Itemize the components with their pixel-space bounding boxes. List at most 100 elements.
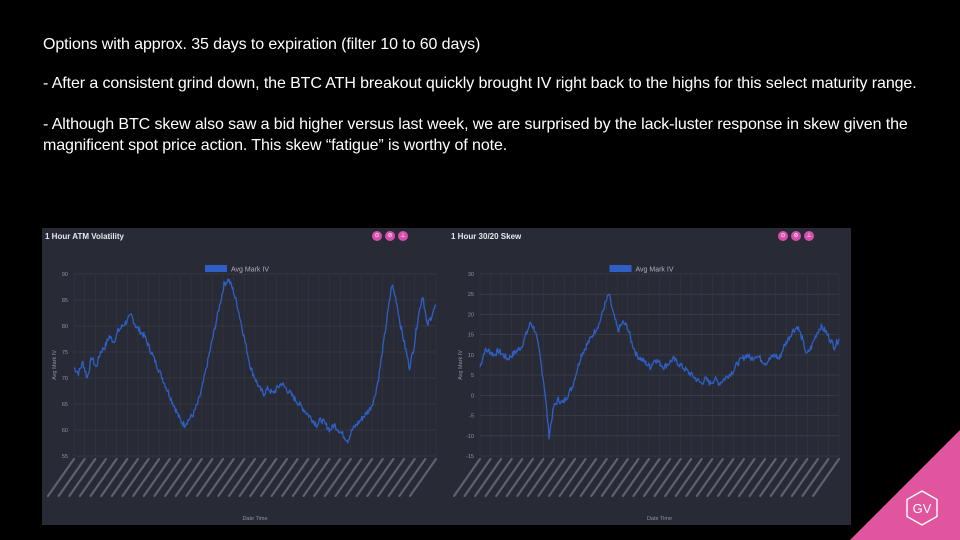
x-tick-label-mark xyxy=(238,457,267,498)
x-tick-label-mark xyxy=(727,457,756,498)
x-tick-label-mark xyxy=(185,457,214,498)
x-tick-label-mark xyxy=(590,457,619,498)
y-axis-title: Avg Mark IV xyxy=(52,350,58,380)
x-axis-title: Date Time xyxy=(647,516,672,522)
x-tick-label-mark xyxy=(408,457,438,498)
download-icon[interactable]: ⊥ xyxy=(398,231,408,241)
x-axis-title: Date Time xyxy=(242,516,267,522)
y-tick-label: -10 xyxy=(466,434,474,440)
x-tick-label-mark xyxy=(57,457,86,498)
skew-chart: Avg Mark IV -15 -10 -5 0 5 10 15 20 25 30 Avg Mark … xyxy=(452,265,841,522)
x-tick-label-mark xyxy=(632,457,661,498)
x-tick-label-mark xyxy=(270,457,299,498)
x-tick-label-mark xyxy=(206,457,235,498)
x-tick-label-mark xyxy=(611,457,640,498)
atm-volatility-panel: 1 Hour ATM Volatility ⊙ ⊘ ⊥ Avg Mark IV 5… xyxy=(42,228,448,525)
y-tick-label: 70 xyxy=(62,376,68,382)
x-tick-label-mark xyxy=(345,457,374,498)
x-tick-label-mark xyxy=(291,457,320,498)
y-tick-label: 85 xyxy=(62,298,68,304)
x-tick-label-mark xyxy=(164,457,193,498)
x-tick-label-mark xyxy=(195,457,225,498)
x-tick-label-mark xyxy=(706,457,735,498)
legend[interactable]: Avg Mark IV xyxy=(609,265,674,274)
x-tick-label-mark xyxy=(695,457,724,498)
charts-panel: 1 Hour ATM Volatility ⊙ ⊘ ⊥ Avg Mark IV 5… xyxy=(42,228,851,525)
x-tick-label-mark xyxy=(674,457,703,498)
note-line-2: - After a consistent grind down, the BTC… xyxy=(43,75,917,92)
x-tick-label-mark xyxy=(716,457,746,498)
y-tick-label: 25 xyxy=(468,292,474,298)
y-axis-title: Avg Mark IV xyxy=(458,350,464,380)
x-tick-label-mark xyxy=(463,457,492,498)
chart-title: 1 Hour 30/20 Skew xyxy=(451,232,522,241)
x-tick-label-mark xyxy=(281,457,310,498)
x-tick-label-mark xyxy=(100,457,129,498)
x-tick-label-mark xyxy=(387,457,416,498)
y-tick-label: 75 xyxy=(62,350,68,356)
download-icon[interactable]: ⊥ xyxy=(804,231,814,241)
x-tick-label-mark xyxy=(780,457,809,498)
x-tick-label-mark xyxy=(547,457,577,498)
x-tick-label-mark xyxy=(334,457,363,498)
x-tick-label-mark xyxy=(484,457,513,498)
chart-toolbar: ⊙ ⊘ ⊥ xyxy=(372,231,408,241)
zoom-icon[interactable]: ⊙ xyxy=(372,231,382,241)
y-tick-label: 15 xyxy=(468,333,474,339)
skew-panel: 1 Hour 30/20 Skew ⊙ ⊘ ⊥ Avg Mark IV -15 -1… xyxy=(448,228,851,525)
x-tick-label-mark xyxy=(474,457,503,498)
x-tick-label-mark xyxy=(621,457,651,498)
notes: Options with approx. 35 days to expirati… xyxy=(43,34,923,176)
y-tick-label: -15 xyxy=(466,454,474,460)
x-tick-label-mark xyxy=(516,457,545,498)
legend-label: Avg Mark IV xyxy=(231,267,269,274)
chart-toolbar: ⊙ ⊘ ⊥ xyxy=(778,231,814,241)
x-tick-label-mark xyxy=(801,457,830,498)
legend-swatch xyxy=(205,265,227,272)
legend-swatch xyxy=(609,265,632,272)
x-tick-label-mark xyxy=(452,457,482,498)
y-tick-label: 5 xyxy=(471,373,474,379)
x-tick-label-mark xyxy=(46,457,76,498)
x-tick-label-mark xyxy=(664,457,693,498)
note-line-3: - Although BTC skew also saw a bid highe… xyxy=(43,116,908,154)
chart-title: 1 Hour ATM Volatility xyxy=(45,232,124,241)
x-tick-label-mark xyxy=(642,457,672,498)
y-tick-label: 55 xyxy=(62,454,68,460)
x-tick-label-mark xyxy=(505,457,534,498)
x-tick-label-mark xyxy=(249,457,278,498)
x-tick-label-mark xyxy=(376,457,406,498)
series-line-avg-mark-iv[interactable] xyxy=(479,293,840,440)
x-tick-label-mark xyxy=(142,457,171,498)
atm-volatility-chart: Avg Mark IV 55 60 65 70 75 80 85 90 Avg Mark IV Da… xyxy=(46,265,438,522)
x-tick-label-mark xyxy=(537,457,566,498)
x-tick-label-mark xyxy=(302,457,331,498)
x-tick-label-mark xyxy=(174,457,203,498)
x-tick-label-mark xyxy=(132,457,161,498)
reset-icon[interactable]: ⊘ xyxy=(791,231,801,241)
zoom-icon[interactable]: ⊙ xyxy=(778,231,788,241)
x-tick-label-mark xyxy=(153,457,182,498)
x-tick-label-mark xyxy=(495,457,524,498)
x-tick-label-mark xyxy=(398,457,427,498)
y-tick-label: 65 xyxy=(62,402,68,408)
reset-icon[interactable]: ⊘ xyxy=(385,231,395,241)
x-tick-label-mark xyxy=(811,457,841,498)
x-tick-label-mark xyxy=(89,457,118,498)
y-tick-label: 90 xyxy=(62,272,68,278)
gv-logo: GV xyxy=(850,430,960,540)
x-tick-label-mark xyxy=(737,457,767,498)
x-tick-label-mark xyxy=(366,457,395,498)
y-tick-label: -5 xyxy=(469,414,474,420)
x-tick-label-mark xyxy=(769,457,798,498)
legend[interactable]: Avg Mark IV xyxy=(205,265,269,274)
x-tick-label-mark xyxy=(68,457,97,498)
x-tick-label-mark xyxy=(313,457,342,498)
y-tick-label: 0 xyxy=(471,393,474,399)
x-tick-label-mark xyxy=(748,457,777,498)
x-tick-label-mark xyxy=(227,457,257,498)
series-line-avg-mark-iv[interactable] xyxy=(73,278,436,444)
y-tick-label: 60 xyxy=(62,428,68,434)
x-tick-label-mark xyxy=(121,457,150,498)
x-tick-label-mark xyxy=(685,457,714,498)
